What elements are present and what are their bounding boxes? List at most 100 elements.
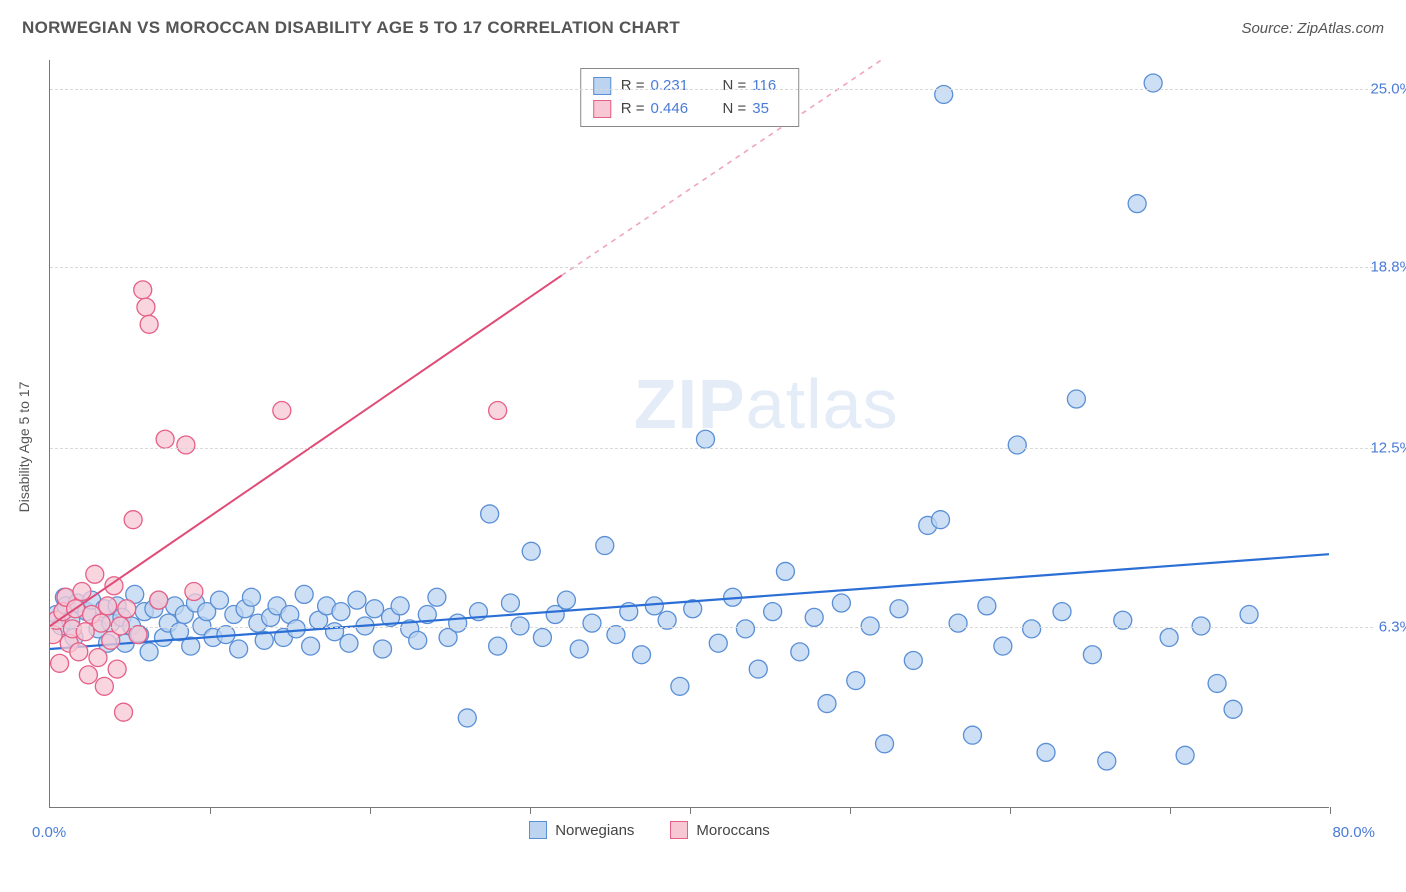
scatter-point: [645, 597, 663, 615]
scatter-point: [776, 562, 794, 580]
scatter-point: [366, 600, 384, 618]
scatter-point: [876, 735, 894, 753]
scatter-point: [137, 298, 155, 316]
scatter-point: [99, 597, 117, 615]
chart-container: Disability Age 5 to 17 ZIPatlas R =0.231…: [0, 52, 1406, 842]
x-tick: [850, 807, 851, 814]
scatter-point: [481, 505, 499, 523]
scatter-point: [818, 695, 836, 713]
scatter-point: [963, 726, 981, 744]
scatter-point: [749, 660, 767, 678]
scatter-point: [501, 594, 519, 612]
scatter-point: [458, 709, 476, 727]
scatter-point: [92, 614, 110, 632]
scatter-point: [533, 629, 551, 647]
scatter-point: [932, 511, 950, 529]
x-tick: [1010, 807, 1011, 814]
scatter-point: [583, 614, 601, 632]
y-tick-label: 12.5%: [1339, 440, 1406, 457]
gridline-h: [50, 448, 1373, 449]
y-tick-label: 6.3%: [1339, 618, 1406, 635]
scatter-point: [633, 646, 651, 664]
scatter-point: [489, 402, 507, 420]
scatter-point: [332, 603, 350, 621]
scatter-point: [409, 631, 427, 649]
scatter-point: [134, 281, 152, 299]
scatter-point: [1098, 752, 1116, 770]
scatter-point: [51, 654, 69, 672]
scatter-point: [210, 591, 228, 609]
legend-item: Norwegians: [529, 821, 634, 839]
scatter-point: [185, 583, 203, 601]
scatter-point: [108, 660, 126, 678]
gridline-h: [50, 267, 1373, 268]
scatter-point: [489, 637, 507, 655]
stats-r-label: R =: [621, 75, 645, 98]
trend-line: [50, 275, 562, 626]
scatter-point: [340, 634, 358, 652]
y-tick-label: 18.8%: [1339, 259, 1406, 276]
plot-svg: [50, 60, 1329, 807]
scatter-point: [140, 643, 158, 661]
scatter-point: [140, 315, 158, 333]
stats-swatch: [593, 77, 611, 95]
scatter-point: [76, 623, 94, 641]
scatter-point: [696, 430, 714, 448]
scatter-point: [791, 643, 809, 661]
legend-swatch: [529, 821, 547, 839]
stats-r-value: 0.231: [651, 75, 707, 98]
scatter-point: [736, 620, 754, 638]
scatter-point: [1067, 390, 1085, 408]
scatter-point: [1208, 674, 1226, 692]
y-axis-title: Disability Age 5 to 17: [16, 382, 32, 513]
x-tick: [210, 807, 211, 814]
scatter-point: [890, 600, 908, 618]
scatter-point: [273, 402, 291, 420]
scatter-point: [607, 626, 625, 644]
scatter-point: [428, 588, 446, 606]
stats-box: R =0.231N =116R =0.446N =35: [580, 68, 800, 127]
scatter-point: [709, 634, 727, 652]
legend-swatch: [670, 821, 688, 839]
scatter-point: [847, 672, 865, 690]
chart-title: NORWEGIAN VS MOROCCAN DISABILITY AGE 5 T…: [22, 18, 680, 38]
stats-row: R = 0.446 N =35: [593, 98, 787, 121]
scatter-point: [1037, 743, 1055, 761]
x-tick: [690, 807, 691, 814]
scatter-point: [70, 643, 88, 661]
stats-row: R =0.231N =116: [593, 75, 787, 98]
legend-label: Norwegians: [555, 822, 634, 839]
scatter-point: [764, 603, 782, 621]
scatter-point: [949, 614, 967, 632]
scatter-point: [73, 583, 91, 601]
scatter-point: [449, 614, 467, 632]
stats-r-value: 0.446: [651, 98, 707, 121]
stats-swatch: [593, 100, 611, 118]
scatter-point: [348, 591, 366, 609]
scatter-point: [391, 597, 409, 615]
scatter-point: [904, 651, 922, 669]
scatter-point: [978, 597, 996, 615]
stats-n-value: 35: [752, 98, 786, 121]
stats-r-label: R =: [621, 98, 645, 121]
scatter-point: [115, 703, 133, 721]
scatter-point: [522, 542, 540, 560]
x-tick: [1330, 807, 1331, 814]
scatter-point: [150, 591, 168, 609]
scatter-point: [302, 637, 320, 655]
scatter-point: [805, 608, 823, 626]
scatter-point: [230, 640, 248, 658]
y-tick-label: 25.0%: [1339, 80, 1406, 97]
legend-item: Moroccans: [670, 821, 769, 839]
stats-n-label: N =: [723, 98, 747, 121]
scatter-point: [596, 537, 614, 555]
scatter-point: [156, 430, 174, 448]
scatter-point: [129, 626, 147, 644]
scatter-point: [295, 585, 313, 603]
gridline-h: [50, 89, 1373, 90]
scatter-point: [1083, 646, 1101, 664]
scatter-point: [242, 588, 260, 606]
scatter-point: [1240, 606, 1258, 624]
x-min-label: 0.0%: [32, 824, 66, 841]
plot-area: ZIPatlas R =0.231N =116R =0.446N =35 Nor…: [49, 60, 1329, 808]
